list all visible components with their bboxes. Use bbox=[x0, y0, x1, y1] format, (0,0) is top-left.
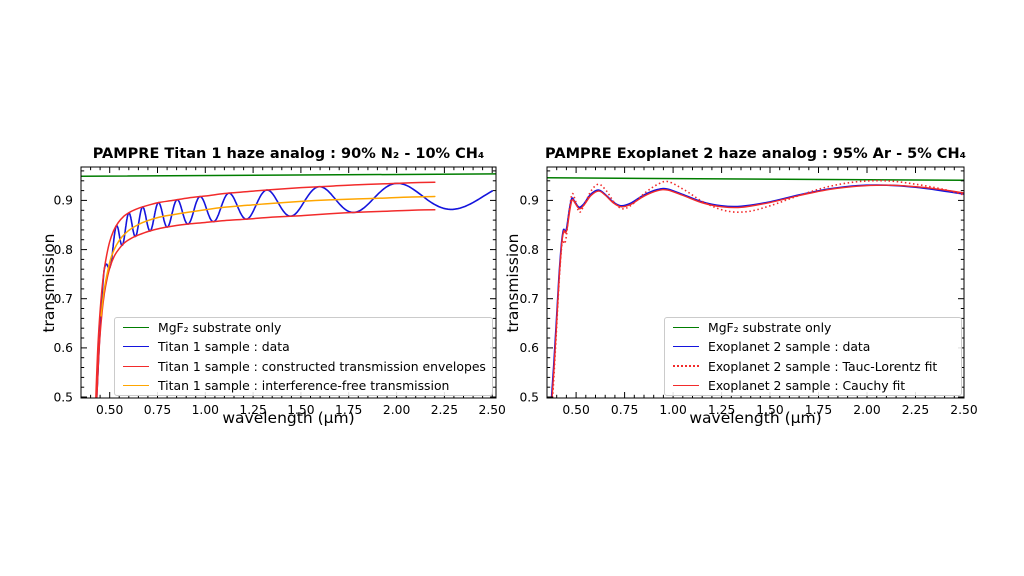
exoplanet2-xtick-label: 2.50 bbox=[950, 403, 977, 417]
legend-label: Titan 1 sample : interference-free trans… bbox=[158, 377, 450, 393]
legend-item: Titan 1 sample : data bbox=[115, 338, 492, 356]
exoplanet2-ytick-label: 0.7 bbox=[519, 292, 539, 306]
legend-item: Exoplanet 2 sample : Cauchy fit bbox=[665, 376, 961, 394]
titan1-xtick-label: 0.50 bbox=[96, 403, 123, 417]
titan-x-axis-label: wavelength (μm) bbox=[222, 409, 355, 427]
legend-label: Titan 1 sample : data bbox=[158, 339, 290, 355]
titan1-xtick-label: 1.00 bbox=[192, 403, 219, 417]
titan1-xtick-label: 2.00 bbox=[383, 403, 410, 417]
legend-line-swatch-data bbox=[673, 346, 699, 348]
titan1-ytick-label: 0.8 bbox=[53, 243, 73, 257]
legend-label: Exoplanet 2 sample : Tauc-Lorentz fit bbox=[708, 358, 938, 374]
legend-label: Exoplanet 2 sample : data bbox=[708, 339, 871, 355]
titan-legend: MgF₂ substrate only Titan 1 sample : dat… bbox=[114, 317, 493, 396]
exoplanet2-ytick-label: 0.8 bbox=[519, 243, 539, 257]
legend-item: Exoplanet 2 sample : data bbox=[665, 338, 961, 356]
exoplanet2-series-layer bbox=[547, 177, 964, 398]
exoplanet2-series-3-curve-0 bbox=[551, 184, 964, 398]
titan1-series-2-curve-1 bbox=[96, 209, 436, 398]
titan1-series-0-curve-0 bbox=[81, 173, 496, 178]
exoplanet2-xtick-label: 1.50 bbox=[756, 403, 783, 417]
exoplanet2-tick-labels: 0.50 0.75 1.00 1.25 1.50 1.75 2.00 2.25 2.50 0.5 0… bbox=[519, 194, 977, 417]
legend-item: Titan 1 sample : interference-free trans… bbox=[115, 376, 492, 394]
exoplanet2-xtick-label: 0.50 bbox=[562, 403, 589, 417]
exoplanet2-ytick-label: 0.5 bbox=[519, 390, 539, 404]
titan1-xtick-label: 0.75 bbox=[144, 403, 171, 417]
titan1-series-2-curve-0 bbox=[95, 181, 436, 398]
legend-line-swatch-interference-free bbox=[123, 384, 149, 386]
titan1-tick-labels: 0.50 0.75 1.00 1.25 1.50 1.75 2.00 2.25 2.50 0.5 0… bbox=[53, 194, 505, 417]
exoplanet2-xtick-label: 1.25 bbox=[708, 403, 735, 417]
exoplanet2-xtick-label: 1.75 bbox=[805, 403, 832, 417]
titan1-xtick-label: 1.50 bbox=[287, 403, 314, 417]
legend-line-swatch-data bbox=[123, 346, 149, 348]
titan1-series-3-curve-0 bbox=[100, 195, 436, 317]
legend-label: MgF₂ substrate only bbox=[708, 320, 832, 336]
exoplanet2-ytick-label: 0.9 bbox=[519, 194, 539, 208]
legend-line-swatch-substrate bbox=[123, 327, 149, 329]
titan-y-axis-label: transmission bbox=[40, 233, 58, 333]
exoplanet2-ytick-label: 0.6 bbox=[519, 341, 539, 355]
titan1-ytick-label: 0.6 bbox=[53, 341, 73, 355]
legend-item: Titan 1 sample : constructed transmissio… bbox=[115, 357, 492, 375]
exoplanet2-xtick-label: 2.00 bbox=[853, 403, 880, 417]
exoplanet-y-axis-label: transmission bbox=[504, 233, 522, 333]
legend-item: MgF₂ substrate only bbox=[115, 319, 492, 337]
exoplanet2-xtick-label: 1.00 bbox=[659, 403, 686, 417]
titan1-xtick-label: 2.25 bbox=[431, 403, 458, 417]
titan1-xtick-label: 2.50 bbox=[479, 403, 506, 417]
exoplanet2-xtick-label: 2.25 bbox=[902, 403, 929, 417]
titan1-series-layer bbox=[81, 173, 496, 398]
exoplanet-x-axis-label: wavelength (μm) bbox=[689, 409, 822, 427]
titan1-ytick-label: 0.7 bbox=[53, 292, 73, 306]
legend-line-swatch-tauc-lorentz bbox=[673, 365, 699, 368]
titan1-xtick-label: 1.75 bbox=[335, 403, 362, 417]
legend-item: MgF₂ substrate only bbox=[665, 319, 961, 337]
titan1-ytick-label: 0.9 bbox=[53, 194, 73, 208]
legend-label: Exoplanet 2 sample : Cauchy fit bbox=[708, 377, 906, 393]
exoplanet-plot-title: PAMPRE Exoplanet 2 haze analog : 95% Ar … bbox=[545, 146, 966, 162]
legend-item: Exoplanet 2 sample : Tauc-Lorentz fit bbox=[665, 357, 961, 375]
legend-label: MgF₂ substrate only bbox=[158, 320, 282, 336]
legend-line-swatch-envelopes bbox=[123, 365, 149, 367]
titan-plot-title: PAMPRE Titan 1 haze analog : 90% N₂ - 10… bbox=[92, 146, 485, 162]
titan1-xtick-label: 1.25 bbox=[239, 403, 266, 417]
legend-label: Titan 1 sample : constructed transmissio… bbox=[158, 358, 486, 374]
exoplanet-legend: MgF₂ substrate only Exoplanet 2 sample :… bbox=[664, 317, 962, 396]
exoplanet2-xtick-label: 0.75 bbox=[611, 403, 638, 417]
titan1-ytick-label: 0.5 bbox=[53, 390, 73, 404]
exoplanet2-series-0-curve-0 bbox=[547, 177, 964, 182]
legend-line-swatch-substrate bbox=[673, 327, 699, 329]
legend-line-swatch-cauchy bbox=[673, 384, 699, 386]
